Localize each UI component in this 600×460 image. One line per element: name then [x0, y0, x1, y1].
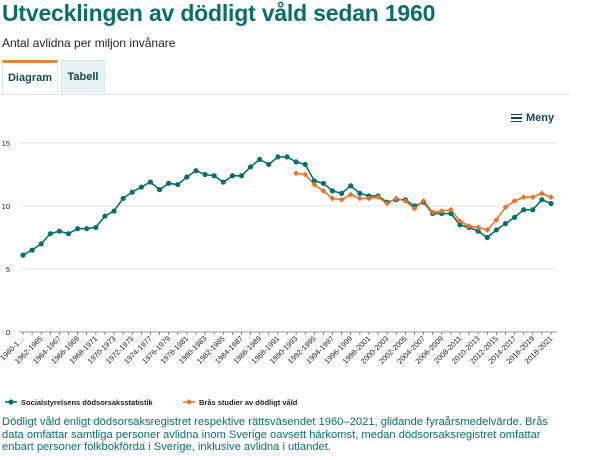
- data-point: [402, 198, 409, 204]
- data-point: [548, 194, 554, 201]
- data-point: [111, 208, 117, 214]
- y-tick-label: 10: [2, 202, 10, 211]
- y-tick-label: 15: [2, 139, 10, 148]
- data-point: [120, 195, 126, 202]
- data-point: [38, 241, 44, 247]
- data-point: [420, 198, 427, 204]
- data-point: [193, 168, 199, 174]
- data-point: [429, 209, 436, 216]
- data-point: [466, 223, 472, 230]
- data-point: [65, 231, 72, 237]
- data-point: [202, 171, 208, 178]
- data-point: [266, 161, 272, 168]
- legend-marker: [186, 399, 192, 405]
- data-point: [366, 195, 372, 202]
- data-point: [220, 179, 226, 185]
- data-point: [284, 154, 290, 160]
- data-point: [348, 183, 354, 189]
- data-point: [275, 154, 281, 160]
- data-point: [484, 234, 490, 241]
- data-point: [356, 195, 363, 202]
- data-point: [530, 207, 536, 213]
- data-point: [75, 226, 81, 232]
- tab-tabell[interactable]: Tabell: [61, 60, 105, 93]
- data-point: [457, 222, 463, 228]
- data-point: [47, 231, 53, 237]
- data-point: [511, 214, 518, 220]
- legend-label: Brås studier av dödligt våld: [199, 398, 298, 407]
- data-point: [502, 204, 509, 211]
- data-point: [411, 205, 418, 212]
- data-point: [538, 190, 545, 197]
- data-point: [293, 170, 300, 177]
- data-point: [493, 216, 500, 223]
- data-point: [521, 207, 527, 213]
- menu-label: Meny: [526, 112, 555, 124]
- y-tick-label: 5: [6, 265, 10, 274]
- data-point: [211, 173, 217, 179]
- hamburger-icon: [511, 113, 522, 123]
- data-point: [102, 213, 108, 219]
- data-point: [147, 179, 154, 185]
- y-tick-label: 0: [6, 328, 10, 337]
- data-point: [311, 178, 317, 184]
- data-point: [311, 181, 318, 188]
- data-point: [302, 171, 309, 178]
- data-point: [438, 208, 445, 214]
- data-point: [548, 200, 554, 207]
- menu-button[interactable]: Meny: [511, 112, 554, 124]
- data-point: [375, 194, 381, 201]
- data-point: [329, 195, 336, 202]
- data-point: [184, 174, 190, 180]
- data-point: [347, 191, 354, 198]
- data-point: [293, 159, 299, 165]
- data-point: [539, 197, 545, 203]
- data-point: [247, 164, 254, 170]
- data-point: [229, 173, 235, 179]
- page-title: Utvecklingen av dödligt våld sedan 1960: [2, 0, 436, 26]
- chart-subtitle: Antal avlidna per miljon invånare: [2, 36, 176, 50]
- data-point: [238, 173, 245, 179]
- data-point: [357, 190, 363, 196]
- data-point: [447, 206, 454, 213]
- data-point: [493, 227, 499, 233]
- data-point: [338, 196, 345, 203]
- data-point: [475, 228, 481, 234]
- data-point: [384, 200, 391, 207]
- data-point: [156, 187, 163, 193]
- data-point: [138, 184, 144, 190]
- data-point: [302, 161, 308, 168]
- view-tabs: Diagram Tabell: [0, 60, 560, 95]
- data-point: [502, 221, 509, 227]
- line-chart: 0510151960-1…1962-19651964-19671966-1969…: [0, 139, 557, 407]
- data-point: [393, 195, 400, 202]
- data-point: [29, 247, 35, 253]
- data-point: [329, 188, 336, 194]
- data-point: [457, 218, 463, 225]
- data-point: [475, 224, 482, 231]
- data-point: [175, 181, 181, 188]
- legend-label: Socialstyrelsens dödsorsaksstatistik: [21, 398, 154, 407]
- data-point: [529, 194, 536, 201]
- data-point: [448, 210, 454, 217]
- data-point: [166, 180, 172, 186]
- data-point: [257, 156, 263, 162]
- tab-diagram[interactable]: Diagram: [2, 60, 58, 93]
- data-point: [484, 227, 491, 233]
- data-point: [520, 194, 527, 201]
- data-point: [339, 190, 345, 196]
- data-point: [320, 180, 327, 186]
- data-point: [56, 228, 63, 234]
- data-point: [511, 198, 518, 204]
- data-point: [84, 226, 90, 232]
- data-point: [93, 224, 99, 231]
- tabs-divider: [0, 94, 570, 95]
- legend-marker: [8, 399, 14, 405]
- data-point: [129, 189, 135, 195]
- chart-caption: Dödligt våld enligt dödsorsaksregistret …: [2, 416, 549, 453]
- data-point: [320, 187, 327, 194]
- data-point: [20, 252, 26, 258]
